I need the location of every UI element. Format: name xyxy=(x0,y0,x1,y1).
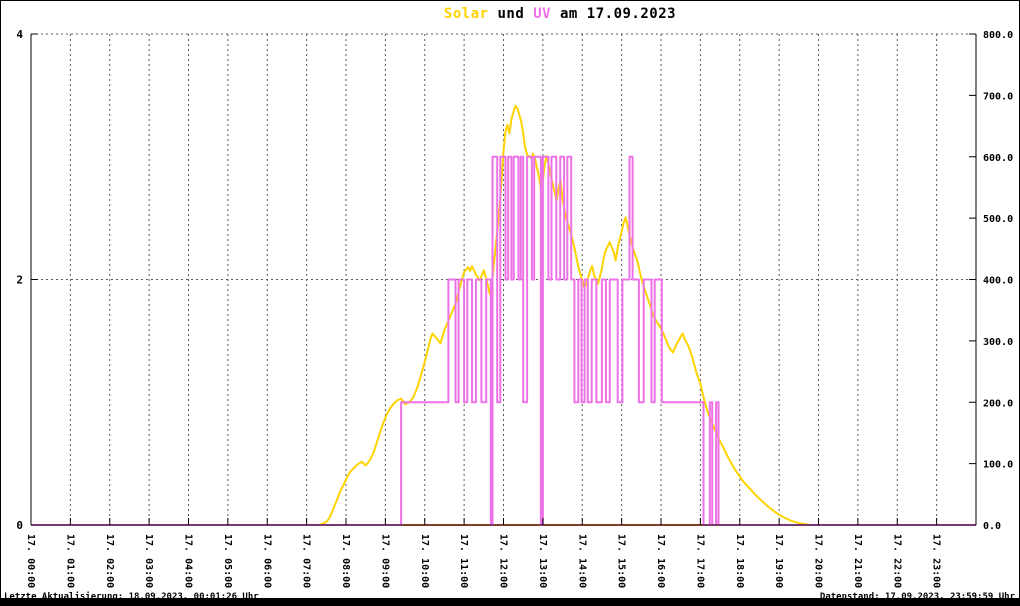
title-und-label: und xyxy=(488,6,534,22)
series-uv-line xyxy=(31,155,976,526)
chart-title: Solar und UV am 17.09.2023 xyxy=(1,6,1019,22)
right-axis-tick-label: 400.0 xyxy=(983,276,1013,287)
bottom-bar xyxy=(1,598,1019,605)
left-axis-tick-label: 2 xyxy=(16,274,23,287)
right-axis-tick-label: 0.0 xyxy=(983,521,1001,532)
x-axis-time-label: 17. 06:00 xyxy=(261,534,272,588)
data-timestamp-text: Datenstand: 17.09.2023, 23:59:59 Uhr xyxy=(819,592,1015,602)
x-axis-time-label: 17. 13:00 xyxy=(537,534,548,588)
x-axis-time-label: 17. 08:00 xyxy=(340,534,351,588)
x-axis-time-label: 17. 03:00 xyxy=(143,534,154,588)
x-axis-time-label: 17. 22:00 xyxy=(891,534,902,588)
x-axis-time-label: 17. 11:00 xyxy=(458,534,469,588)
x-axis-time-label: 17. 05:00 xyxy=(222,534,233,588)
title-solar-label: Solar xyxy=(443,6,489,22)
title-uv-label: UV xyxy=(533,6,552,22)
right-axis-tick-label: 600.0 xyxy=(983,153,1013,164)
right-axis-tick-label: 200.0 xyxy=(983,398,1013,409)
right-axis-tick-label: 800.0 xyxy=(983,30,1013,41)
x-axis-time-label: 17. 18:00 xyxy=(734,534,745,588)
x-axis-time-label: 17. 10:00 xyxy=(419,534,430,588)
right-axis-tick-label: 700.0 xyxy=(983,91,1013,102)
x-axis-time-label: 17. 01:00 xyxy=(64,534,75,588)
x-axis-time-label: 17. 09:00 xyxy=(379,534,390,588)
x-axis-time-label: 17. 23:00 xyxy=(931,534,942,588)
x-axis-time-label: 17. 16:00 xyxy=(655,534,666,588)
x-axis-time-label: 17. 19:00 xyxy=(773,534,784,588)
last-update-text: Letzte Aktualisierung: 18.09.2023, 00:01… xyxy=(4,592,259,602)
title-date-label: am 17.09.2023 xyxy=(551,6,677,22)
right-axis-tick-label: 300.0 xyxy=(983,337,1013,348)
x-axis-time-label: 17. 07:00 xyxy=(301,534,312,588)
x-axis-time-label: 17. 17:00 xyxy=(694,534,705,588)
x-axis-time-label: 17. 14:00 xyxy=(576,534,587,588)
x-axis-time-label: 17. 00:00 xyxy=(25,534,36,588)
right-axis-tick-label: 100.0 xyxy=(983,460,1013,471)
x-axis-time-label: 17. 15:00 xyxy=(616,534,627,588)
left-axis-tick-label: 0 xyxy=(16,519,23,532)
x-axis-time-label: 17. 02:00 xyxy=(104,534,115,588)
x-axis-time-label: 17. 12:00 xyxy=(498,534,509,588)
x-axis-time-label: 17. 21:00 xyxy=(852,534,863,588)
left-axis-tick-label: 4 xyxy=(16,28,23,41)
x-axis-time-label: 17. 04:00 xyxy=(183,534,194,588)
x-axis-time-label: 17. 20:00 xyxy=(813,534,824,588)
right-axis-tick-label: 500.0 xyxy=(983,214,1013,225)
